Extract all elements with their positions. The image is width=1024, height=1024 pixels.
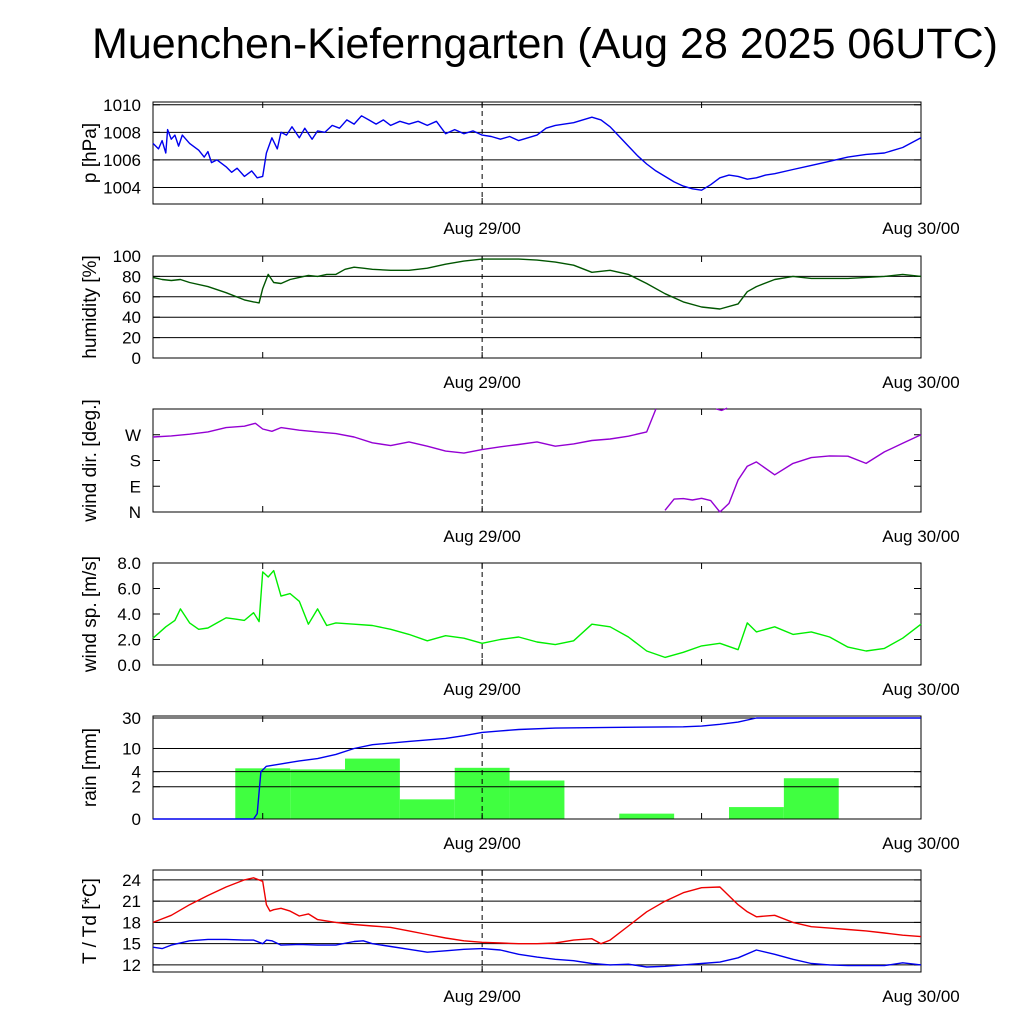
y-axis-label-wind_direction: wind dir. [deg.]	[80, 399, 101, 523]
y-tick-label-pressure: 1008	[103, 123, 141, 142]
series-line-temperature-0	[152, 877, 922, 945]
series-line-temperature-1	[152, 938, 922, 968]
y-axis-label-humidity: humidity [%]	[80, 255, 101, 358]
rain-bar-1	[290, 769, 345, 819]
y-tick-label-temperature: 15	[122, 935, 141, 954]
y-tick-label-humidity: 60	[122, 288, 141, 307]
y-tick-label-rain: 30	[122, 709, 141, 728]
x-tick-label: Aug 30/00	[882, 219, 960, 238]
rain-bar-8	[783, 778, 839, 819]
series-line-wind_direction-2	[716, 407, 728, 412]
panel-rain	[152, 715, 922, 820]
x-tick-label: Aug 29/00	[443, 680, 521, 699]
y-tick-label-wind_direction: S	[130, 452, 141, 471]
series-line-rain-0	[153, 717, 921, 820]
x-tick-label: Aug 29/00	[443, 527, 521, 546]
y-tick-label-rain: 4	[132, 763, 141, 782]
y-tick-label-humidity: 100	[113, 247, 141, 266]
x-tick-label: Aug 30/00	[882, 373, 960, 392]
x-tick-label: Aug 29/00	[443, 987, 521, 1006]
chart-title: Muenchen-Kieferngarten (Aug 28 2025 06UT…	[92, 20, 998, 68]
rain-bar-4	[454, 767, 510, 819]
series-line-humidity-0	[152, 258, 922, 310]
y-tick-label-temperature: 18	[122, 913, 141, 932]
panel-humidity	[152, 255, 922, 359]
panel-pressure	[152, 101, 922, 205]
x-tick-label: Aug 30/00	[882, 834, 960, 853]
panel-temperature	[152, 869, 922, 973]
y-tick-label-wind_speed: 6.0	[117, 580, 141, 599]
y-tick-label-wind_speed: 2.0	[117, 631, 141, 650]
y-tick-label-wind_speed: 4.0	[117, 605, 141, 624]
rain-bar-7	[729, 807, 784, 819]
y-tick-label-pressure: 1010	[103, 96, 141, 115]
panel-frame	[152, 715, 922, 820]
panel-frame	[152, 408, 922, 513]
series-line-wind_direction-0	[152, 408, 657, 454]
y-tick-label-humidity: 0	[132, 349, 141, 368]
panel-frame	[152, 101, 922, 205]
x-tick-label: Aug 30/00	[882, 987, 960, 1006]
rain-bar-0	[235, 768, 291, 819]
x-tick-label: Aug 29/00	[443, 219, 521, 238]
y-tick-label-wind_speed: 0.0	[117, 656, 141, 675]
x-tick-label: Aug 29/00	[443, 834, 521, 853]
y-tick-label-pressure: 1004	[103, 178, 141, 197]
y-tick-label-wind_speed: 8.0	[117, 554, 141, 573]
y-tick-label-wind_direction: E	[130, 477, 141, 496]
y-tick-label-temperature: 24	[122, 871, 141, 890]
y-tick-label-humidity: 20	[122, 329, 141, 348]
rain-bar-6	[619, 813, 675, 819]
series-line-pressure-0	[152, 115, 922, 191]
panel-frame	[152, 255, 922, 359]
panel-frame	[152, 562, 922, 666]
panel-wind_speed	[152, 562, 922, 666]
x-tick-label: Aug 30/00	[882, 680, 960, 699]
y-tick-label-rain: 0	[132, 810, 141, 829]
y-axis-label-rain: rain [mm]	[80, 728, 101, 807]
x-tick-label: Aug 29/00	[443, 373, 521, 392]
rain-bar-2	[345, 758, 400, 819]
y-axis-label-temperature: T / Td [*C]	[80, 878, 101, 964]
panel-frame	[152, 869, 922, 973]
y-tick-label-wind_direction: N	[129, 503, 141, 522]
y-tick-label-rain: 2	[132, 778, 141, 797]
y-tick-label-rain: 10	[122, 739, 141, 758]
y-tick-label-pressure: 1006	[103, 151, 141, 170]
y-axis-label-pressure: p [hPa]	[80, 123, 101, 183]
y-tick-label-temperature: 21	[122, 892, 141, 911]
y-tick-label-humidity: 80	[122, 267, 141, 286]
x-tick-label: Aug 30/00	[882, 527, 960, 546]
series-line-wind_direction-1	[664, 434, 922, 513]
y-tick-label-temperature: 12	[122, 956, 141, 975]
y-tick-label-humidity: 40	[122, 308, 141, 327]
series-line-wind_speed-0	[152, 569, 922, 659]
panel-wind_direction	[152, 407, 922, 513]
y-tick-label-wind_direction: W	[125, 426, 141, 445]
rain-bar-3	[399, 799, 455, 819]
y-axis-label-wind_speed: wind sp. [m/s]	[80, 556, 101, 673]
